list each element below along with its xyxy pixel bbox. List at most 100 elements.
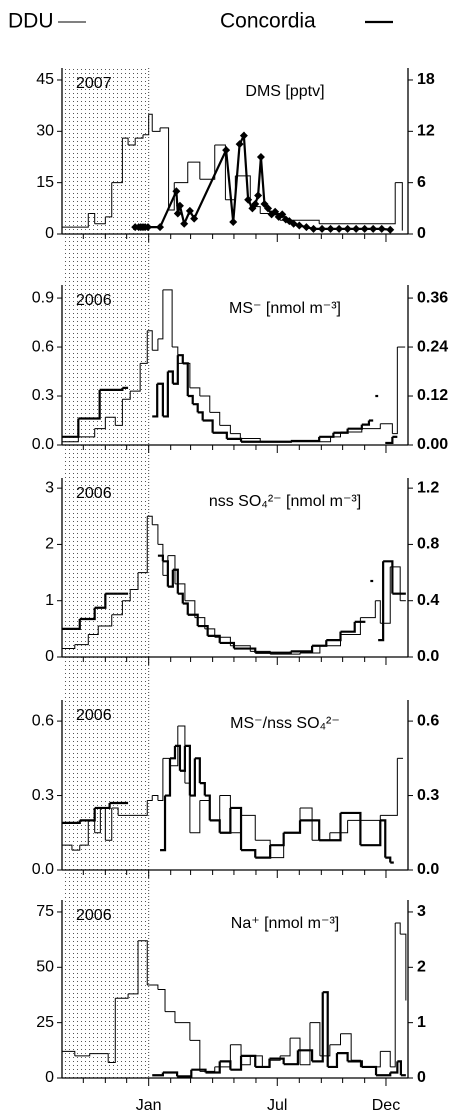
- step-segment: [111, 807, 119, 816]
- step-segment: [152, 338, 159, 351]
- step-segment: [197, 411, 204, 421]
- step-segment: [194, 757, 201, 784]
- step-segment: [197, 624, 209, 636]
- step-segment: [174, 162, 189, 184]
- panel-title: MS⁻ [nmol m⁻³]: [229, 300, 341, 317]
- step-segment: [255, 651, 292, 654]
- step-segment: [189, 800, 201, 834]
- step-segment: [361, 1065, 378, 1076]
- step-segment: [78, 389, 101, 420]
- step-segment: [297, 1049, 314, 1062]
- y2-tick-label: 0.0: [417, 648, 439, 665]
- panel-title: MS⁻/nss SO₄²⁻: [230, 715, 340, 732]
- step-segment: [202, 419, 214, 433]
- step-segment: [62, 619, 81, 630]
- step-segment: [322, 991, 329, 1067]
- marker: [185, 206, 194, 215]
- step-segment: [312, 992, 324, 1063]
- step-segment: [79, 807, 96, 822]
- y2-tick-label: 0.12: [417, 387, 448, 404]
- step-segment: [147, 795, 153, 802]
- step-segment: [241, 1055, 251, 1066]
- step-segment: [360, 600, 376, 619]
- step-segment: [199, 800, 211, 821]
- step-segment: [219, 424, 231, 434]
- step-segment: [189, 758, 196, 797]
- step-segment: [214, 144, 226, 200]
- step-segment: [361, 423, 381, 430]
- y2-tick-label: 0.36: [417, 289, 448, 306]
- step-segment: [290, 1037, 301, 1065]
- step-segment: [191, 1068, 207, 1073]
- step-segment: [380, 423, 393, 434]
- y-tick-label: 0.0: [32, 861, 54, 878]
- step-segment: [157, 382, 164, 417]
- step-segment: [241, 849, 257, 858]
- step-segment: [300, 1022, 311, 1066]
- step-segment: [270, 832, 285, 847]
- legend-label: Concordia: [220, 10, 316, 33]
- step-segment: [219, 807, 232, 834]
- step-segment: [219, 795, 231, 833]
- marker: [278, 210, 287, 219]
- step-segment: [187, 161, 201, 180]
- step-segment: [347, 424, 363, 430]
- step-segment: [140, 330, 148, 364]
- step-segment: [319, 812, 342, 842]
- step-segment: [395, 922, 401, 935]
- step-segment: [241, 1054, 257, 1067]
- marker: [309, 224, 318, 233]
- step-segment: [152, 1072, 164, 1077]
- step-segment: [214, 636, 231, 646]
- step-segment: [128, 138, 136, 146]
- y2-tick-label: 0: [417, 225, 426, 242]
- step-segment: [157, 543, 164, 576]
- step-segment: [230, 1044, 242, 1065]
- step-segment: [89, 1053, 109, 1063]
- step-segment: [390, 923, 396, 1068]
- step-segment: [167, 370, 174, 384]
- marker: [239, 131, 248, 140]
- step-segment: [111, 138, 123, 184]
- step-segment: [300, 807, 313, 841]
- step-segment: [122, 589, 131, 602]
- step-segment: [105, 416, 116, 426]
- step-segment: [138, 516, 148, 574]
- step-segment: [62, 436, 79, 443]
- y2-tick-label: 6: [417, 174, 426, 191]
- step-segment: [375, 600, 381, 624]
- marker: [264, 204, 273, 213]
- marker: [360, 224, 369, 233]
- step-segment: [400, 933, 407, 1001]
- step-segment: [283, 807, 301, 834]
- step-segment: [94, 593, 107, 609]
- step-segment: [184, 600, 196, 618]
- x-tick-label: Dec: [372, 1097, 400, 1114]
- step-segment: [182, 602, 189, 615]
- step-segment: [62, 213, 89, 228]
- step-segment: [199, 395, 211, 413]
- y-tick-label: 45: [36, 71, 54, 88]
- marker: [143, 223, 152, 232]
- y2-tick-label: 1.2: [417, 479, 439, 496]
- step-segment: [390, 1061, 399, 1074]
- y-tick-label: 0: [45, 225, 54, 242]
- step-segment: [152, 795, 159, 801]
- step-segment: [230, 1055, 243, 1071]
- y-tick-label: 2: [45, 536, 54, 553]
- marker: [343, 224, 352, 233]
- step-segment: [152, 383, 159, 418]
- step-segment: [233, 647, 257, 653]
- marker: [352, 224, 361, 233]
- step-segment: [157, 289, 164, 340]
- y-tick-label: 0: [45, 648, 54, 665]
- step-segment: [62, 418, 80, 438]
- step-segment: [360, 815, 381, 821]
- step-segment: [397, 1060, 402, 1076]
- y-tick-label: 50: [36, 959, 54, 976]
- step-segment: [172, 355, 179, 385]
- step-segment: [214, 1044, 231, 1068]
- step-segment: [235, 175, 251, 207]
- marker: [335, 224, 344, 233]
- step-segment: [269, 1057, 285, 1065]
